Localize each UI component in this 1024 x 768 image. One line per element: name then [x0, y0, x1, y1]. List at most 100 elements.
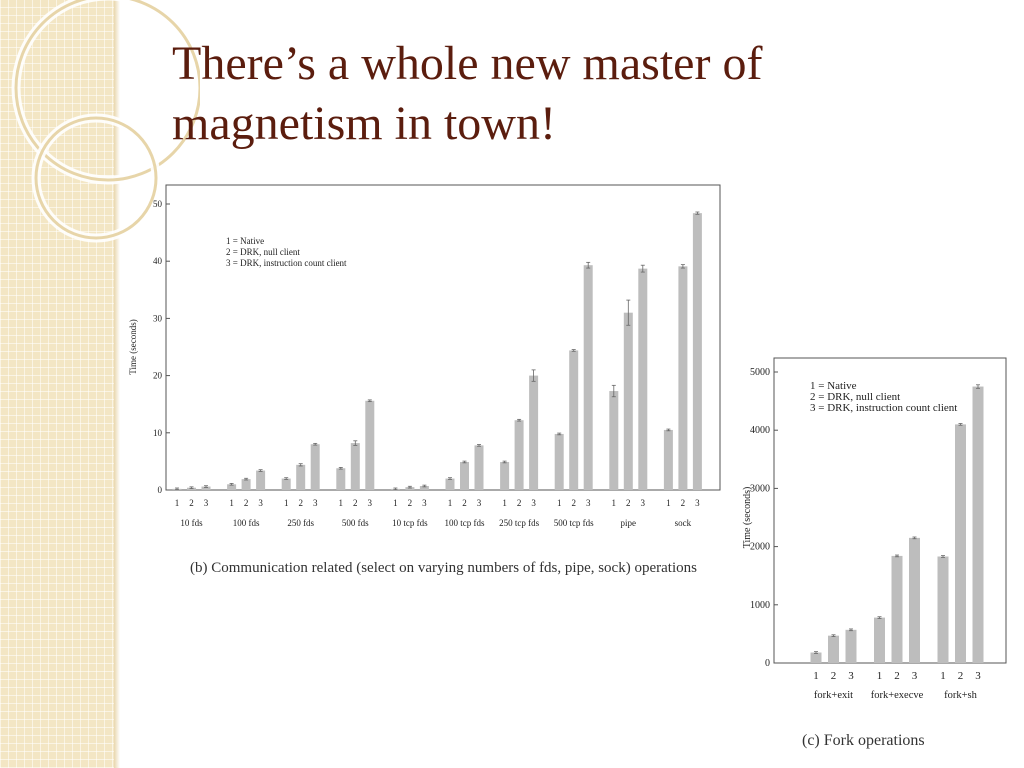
bar — [972, 386, 984, 663]
bar-index-label: 1 — [940, 670, 946, 682]
bar-index-label: 3 — [258, 498, 263, 508]
y-tick-label: 0 — [158, 485, 163, 495]
bar — [529, 375, 539, 490]
bar — [623, 312, 633, 490]
bar — [663, 429, 673, 490]
bar — [909, 537, 920, 663]
bar — [241, 479, 251, 490]
bar-index-label: 2 — [462, 498, 467, 508]
sidebar-edge — [114, 0, 120, 768]
legend-entry: 3 = DRK, instruction count client — [226, 258, 347, 268]
fork-chart-caption: (c) Fork operations — [802, 732, 925, 749]
bar — [350, 443, 360, 490]
title-line-2: magnetism in town! — [172, 97, 556, 150]
bar-index-label: 3 — [912, 670, 918, 682]
bar-index-label: 1 — [284, 498, 289, 508]
group-label: 250 fds — [287, 518, 314, 528]
bar-index-label: 2 — [517, 498, 522, 508]
y-tick-label: 3000 — [750, 483, 770, 494]
plot-frame — [165, 184, 721, 491]
legend-entry: 3 = DRK, instruction count client — [810, 402, 957, 414]
bar-index-label: 1 — [666, 498, 671, 508]
group-label: 500 tcp fds — [554, 518, 594, 528]
bar — [828, 635, 839, 663]
y-tick-label: 0 — [765, 658, 770, 669]
y-tick-label: 20 — [153, 371, 163, 381]
bar — [891, 555, 903, 663]
group-label: 500 fds — [342, 518, 369, 528]
bar-index-label: 2 — [244, 498, 249, 508]
legend-entry: 2 = DRK, null client — [226, 247, 300, 257]
legend-entry: 1 = Native — [226, 236, 264, 246]
bar-index-label: 1 — [229, 498, 234, 508]
bar — [336, 468, 346, 490]
group-label: fork+sh — [944, 690, 978, 701]
group-label: 10 fds — [180, 518, 203, 528]
group-label: 10 tcp fds — [392, 518, 428, 528]
bar-index-label: 3 — [641, 498, 646, 508]
bar — [460, 461, 469, 490]
bar — [500, 461, 510, 490]
bar-index-label: 1 — [448, 498, 453, 508]
bar — [201, 486, 211, 490]
bar-index-label: 1 — [175, 498, 180, 508]
y-tick-label: 5000 — [750, 367, 770, 378]
bar-index-label: 2 — [298, 498, 303, 508]
bar-index-label: 1 — [877, 670, 883, 682]
bar-index-label: 2 — [189, 498, 194, 508]
bar-index-label: 3 — [848, 670, 854, 682]
bar — [445, 478, 455, 490]
group-label: pipe — [621, 518, 637, 528]
bar — [874, 617, 885, 663]
bar-index-label: 3 — [204, 498, 209, 508]
bar-index-label: 3 — [975, 670, 981, 682]
bar-index-label: 3 — [422, 498, 427, 508]
y-tick-label: 10 — [153, 428, 163, 438]
bar-index-label: 3 — [477, 498, 482, 508]
bar — [569, 350, 579, 490]
bar-index-label: 1 — [502, 498, 507, 508]
fork-chart: 0 1000 2000 3000 4000 5000 Time (seconds) 1 = N… — [742, 357, 1007, 701]
bar-index-label: 2 — [626, 498, 631, 508]
bar — [365, 400, 375, 490]
group-label: fork+execve — [871, 690, 924, 701]
decorative-circles — [11, 0, 200, 243]
bar — [310, 444, 320, 490]
bar — [281, 478, 291, 490]
group-label: 250 tcp fds — [499, 518, 539, 528]
bar-index-label: 2 — [408, 498, 413, 508]
bar-index-label: 3 — [586, 498, 591, 508]
bar-index-label: 2 — [681, 498, 686, 508]
bar — [405, 487, 415, 490]
bar-index-label: 2 — [894, 670, 900, 682]
y-tick-label: 50 — [153, 199, 163, 209]
y-tick-label: 4000 — [750, 425, 770, 436]
plot-frame — [773, 357, 1007, 664]
bar — [474, 445, 484, 490]
slide-title: There’s a whole new master of magnetism … — [172, 34, 892, 154]
bar — [955, 424, 966, 663]
bar — [937, 556, 949, 663]
bar — [514, 420, 524, 490]
bar-index-label: 1 — [393, 498, 398, 508]
bar-index-label: 3 — [695, 498, 700, 508]
group-label: 100 tcp fds — [445, 518, 485, 528]
group-label: 100 fds — [233, 518, 260, 528]
bar — [256, 470, 266, 490]
bar-index-label: 1 — [339, 498, 344, 508]
bar — [296, 464, 306, 490]
bar-index-label: 2 — [831, 670, 837, 682]
legend-entry: 1 = Native — [810, 380, 857, 392]
bar — [692, 213, 702, 490]
group-label: fork+exit — [814, 690, 853, 701]
y-tick-label: 40 — [153, 256, 163, 266]
bar — [554, 433, 564, 490]
bar — [678, 266, 688, 490]
bar — [609, 391, 619, 490]
bar-index-label: 1 — [813, 670, 819, 682]
bar-index-label: 3 — [313, 498, 318, 508]
y-tick-label: 2000 — [750, 542, 770, 553]
y-axis-label: Time (seconds) — [742, 487, 753, 549]
y-axis-label: Time (seconds) — [128, 319, 138, 374]
